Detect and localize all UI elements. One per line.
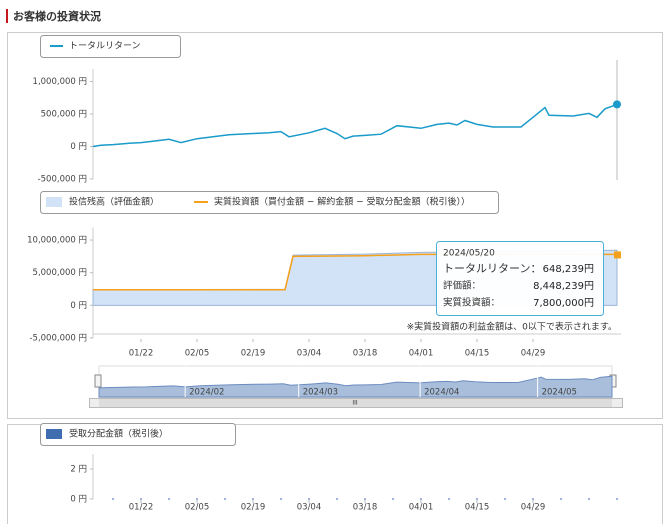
x-tick-label: 02/05	[185, 349, 210, 359]
header-title: お客様の投資状況	[13, 9, 101, 23]
x-tick-label: 03/04	[297, 503, 322, 513]
legend-label: 投信残高（評価金額）	[69, 196, 159, 208]
navigator-label: 2024/04	[424, 388, 459, 398]
scroll-thumb[interactable]	[99, 399, 612, 407]
tooltip-value: 8,448,239円	[533, 281, 594, 292]
note: ※実質投資額の利益金額は、0以下で表示されます。	[407, 321, 617, 333]
bar	[616, 498, 618, 500]
y-tick-label: 2 円	[70, 465, 87, 475]
bar	[448, 498, 450, 500]
tooltip-value: 7,800,000円	[533, 298, 594, 309]
y-tick-label: 5,000,000 円	[33, 268, 87, 278]
bar	[588, 498, 590, 500]
grip: III	[352, 400, 358, 407]
x-tick-label: 01/22	[129, 503, 154, 513]
tooltip-label: 評価額：	[443, 280, 481, 292]
legend	[40, 191, 499, 214]
bar	[140, 498, 142, 500]
tooltip-label: トータルリターン：	[443, 262, 541, 275]
tooltip-value: 648,239円	[543, 264, 594, 275]
bar	[112, 498, 114, 500]
navigator-label: 2024/05	[542, 388, 577, 398]
navigator-area	[98, 375, 613, 398]
y-tick-label: 0 円	[70, 142, 87, 152]
point-marker	[614, 251, 621, 259]
bar	[336, 498, 338, 500]
legend-label: 実質投資額（買付金額 − 解約金額 − 受取分配金額（税引後））	[214, 196, 470, 208]
x-tick-label: 04/15	[465, 349, 490, 359]
panel	[7, 32, 663, 419]
x-tick-label: 04/29	[521, 349, 546, 359]
x-tick-label: 02/05	[185, 503, 210, 513]
legend-swatch	[46, 197, 62, 207]
tooltip	[436, 241, 604, 316]
bar	[364, 498, 366, 500]
x-tick-label: 02/19	[241, 349, 266, 359]
y-tick-label: -5,000,000 円	[29, 334, 87, 344]
y-tick-label: 10,000,000 円	[27, 236, 87, 246]
navigator-label: 2024/03	[303, 388, 338, 398]
tooltip-date: 2024/05/20	[443, 249, 495, 259]
x-tick-label: 04/01	[409, 503, 434, 513]
bar	[308, 498, 310, 500]
bar	[168, 498, 170, 500]
bar	[196, 498, 198, 500]
bar	[252, 498, 254, 500]
x-tick-label: 04/01	[409, 349, 434, 359]
header-accent	[6, 9, 8, 23]
y-tick-label: 0 円	[70, 301, 87, 311]
bar	[532, 498, 534, 500]
navigator-label: 2024/02	[189, 388, 224, 398]
y-tick-label: 1,000,000 円	[33, 77, 87, 87]
bar	[560, 498, 562, 500]
x-tick-label: 03/04	[297, 349, 322, 359]
tooltip-label: 実質投資額：	[443, 297, 500, 309]
bar	[280, 498, 282, 500]
x-tick-label: 03/18	[353, 503, 378, 513]
y-tick-label: 500,000 円	[41, 110, 87, 120]
legend-label: 受取分配金額（税引後）	[69, 428, 168, 440]
legend-label: トータルリターン	[69, 41, 141, 52]
x-tick-label: 02/19	[241, 503, 266, 513]
x-tick-label: 03/18	[353, 349, 378, 359]
y-tick-label: 0 円	[70, 495, 87, 505]
x-tick-label: 04/15	[465, 503, 490, 513]
bar	[392, 498, 394, 500]
point-marker	[613, 100, 621, 109]
legend	[40, 423, 236, 446]
legend-swatch	[46, 429, 62, 439]
x-tick-label: 04/29	[521, 503, 546, 513]
line	[92, 103, 618, 148]
y-tick-label: -500,000 円	[38, 175, 87, 185]
handle[interactable]	[94, 374, 102, 388]
x-tick-label: 01/22	[129, 349, 154, 359]
bar	[476, 498, 478, 500]
legend	[40, 35, 181, 58]
bar	[420, 498, 422, 500]
bar	[224, 498, 226, 500]
bar	[504, 498, 506, 500]
